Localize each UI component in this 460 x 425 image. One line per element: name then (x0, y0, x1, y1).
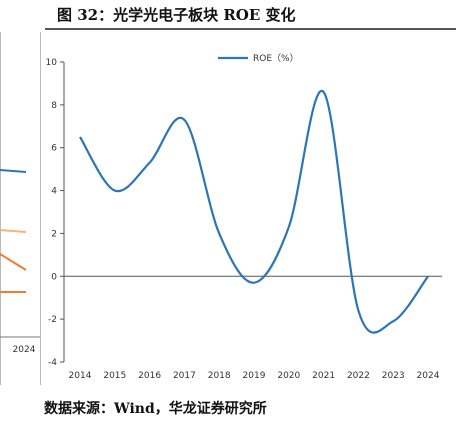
roe-chart: -4 -2 0 2 4 6 8 10 2014 2015 2016 2017 2018 2019 2020 2… (39, 32, 456, 385)
x-tick-label: 2023 (382, 371, 405, 381)
legend-label: ROE（%） (253, 53, 299, 64)
x-tick-label: 2017 (173, 371, 196, 381)
figure-title: 图 32：光学光电子板块 ROE 变化 (57, 6, 296, 24)
x-tick-label: 2019 (243, 371, 266, 381)
series-line-roe (79, 89, 429, 334)
y-tick-label: 8 (51, 101, 57, 111)
left-x-tick-label: 2024 (13, 345, 36, 355)
title-divider (45, 28, 456, 30)
x-tick-label: 2022 (347, 371, 370, 381)
y-tick-label: 2 (51, 229, 57, 239)
x-tick-label: 2015 (103, 371, 126, 381)
x-tick-label: 2018 (208, 371, 231, 381)
y-tick-label: -4 (48, 358, 57, 368)
y-tick-label: -2 (48, 315, 57, 325)
x-tick-label: 2014 (69, 371, 92, 381)
data-source: 数据来源：Wind，华龙证券研究所 (44, 401, 267, 417)
y-tick-label: 0 (51, 272, 57, 282)
left-chart-fragment: 2024 (0, 32, 40, 385)
roe-line-chart: -4 -2 0 2 4 6 8 10 2014 2015 2016 2017 2018 2019 2020 2… (39, 32, 442, 385)
x-tick-label: 2024 (417, 371, 440, 381)
left-series-line-1 (0, 169, 27, 173)
y-tick-label: 6 (51, 144, 57, 154)
left-series-line-2 (0, 229, 27, 233)
x-tick-label: 2016 (138, 371, 161, 381)
left-series-line-3 (0, 253, 27, 271)
x-tick-label: 2021 (312, 371, 335, 381)
y-tick-label: 4 (51, 187, 57, 197)
x-tick-label: 2020 (277, 371, 300, 381)
y-tick-label: 10 (46, 58, 58, 68)
